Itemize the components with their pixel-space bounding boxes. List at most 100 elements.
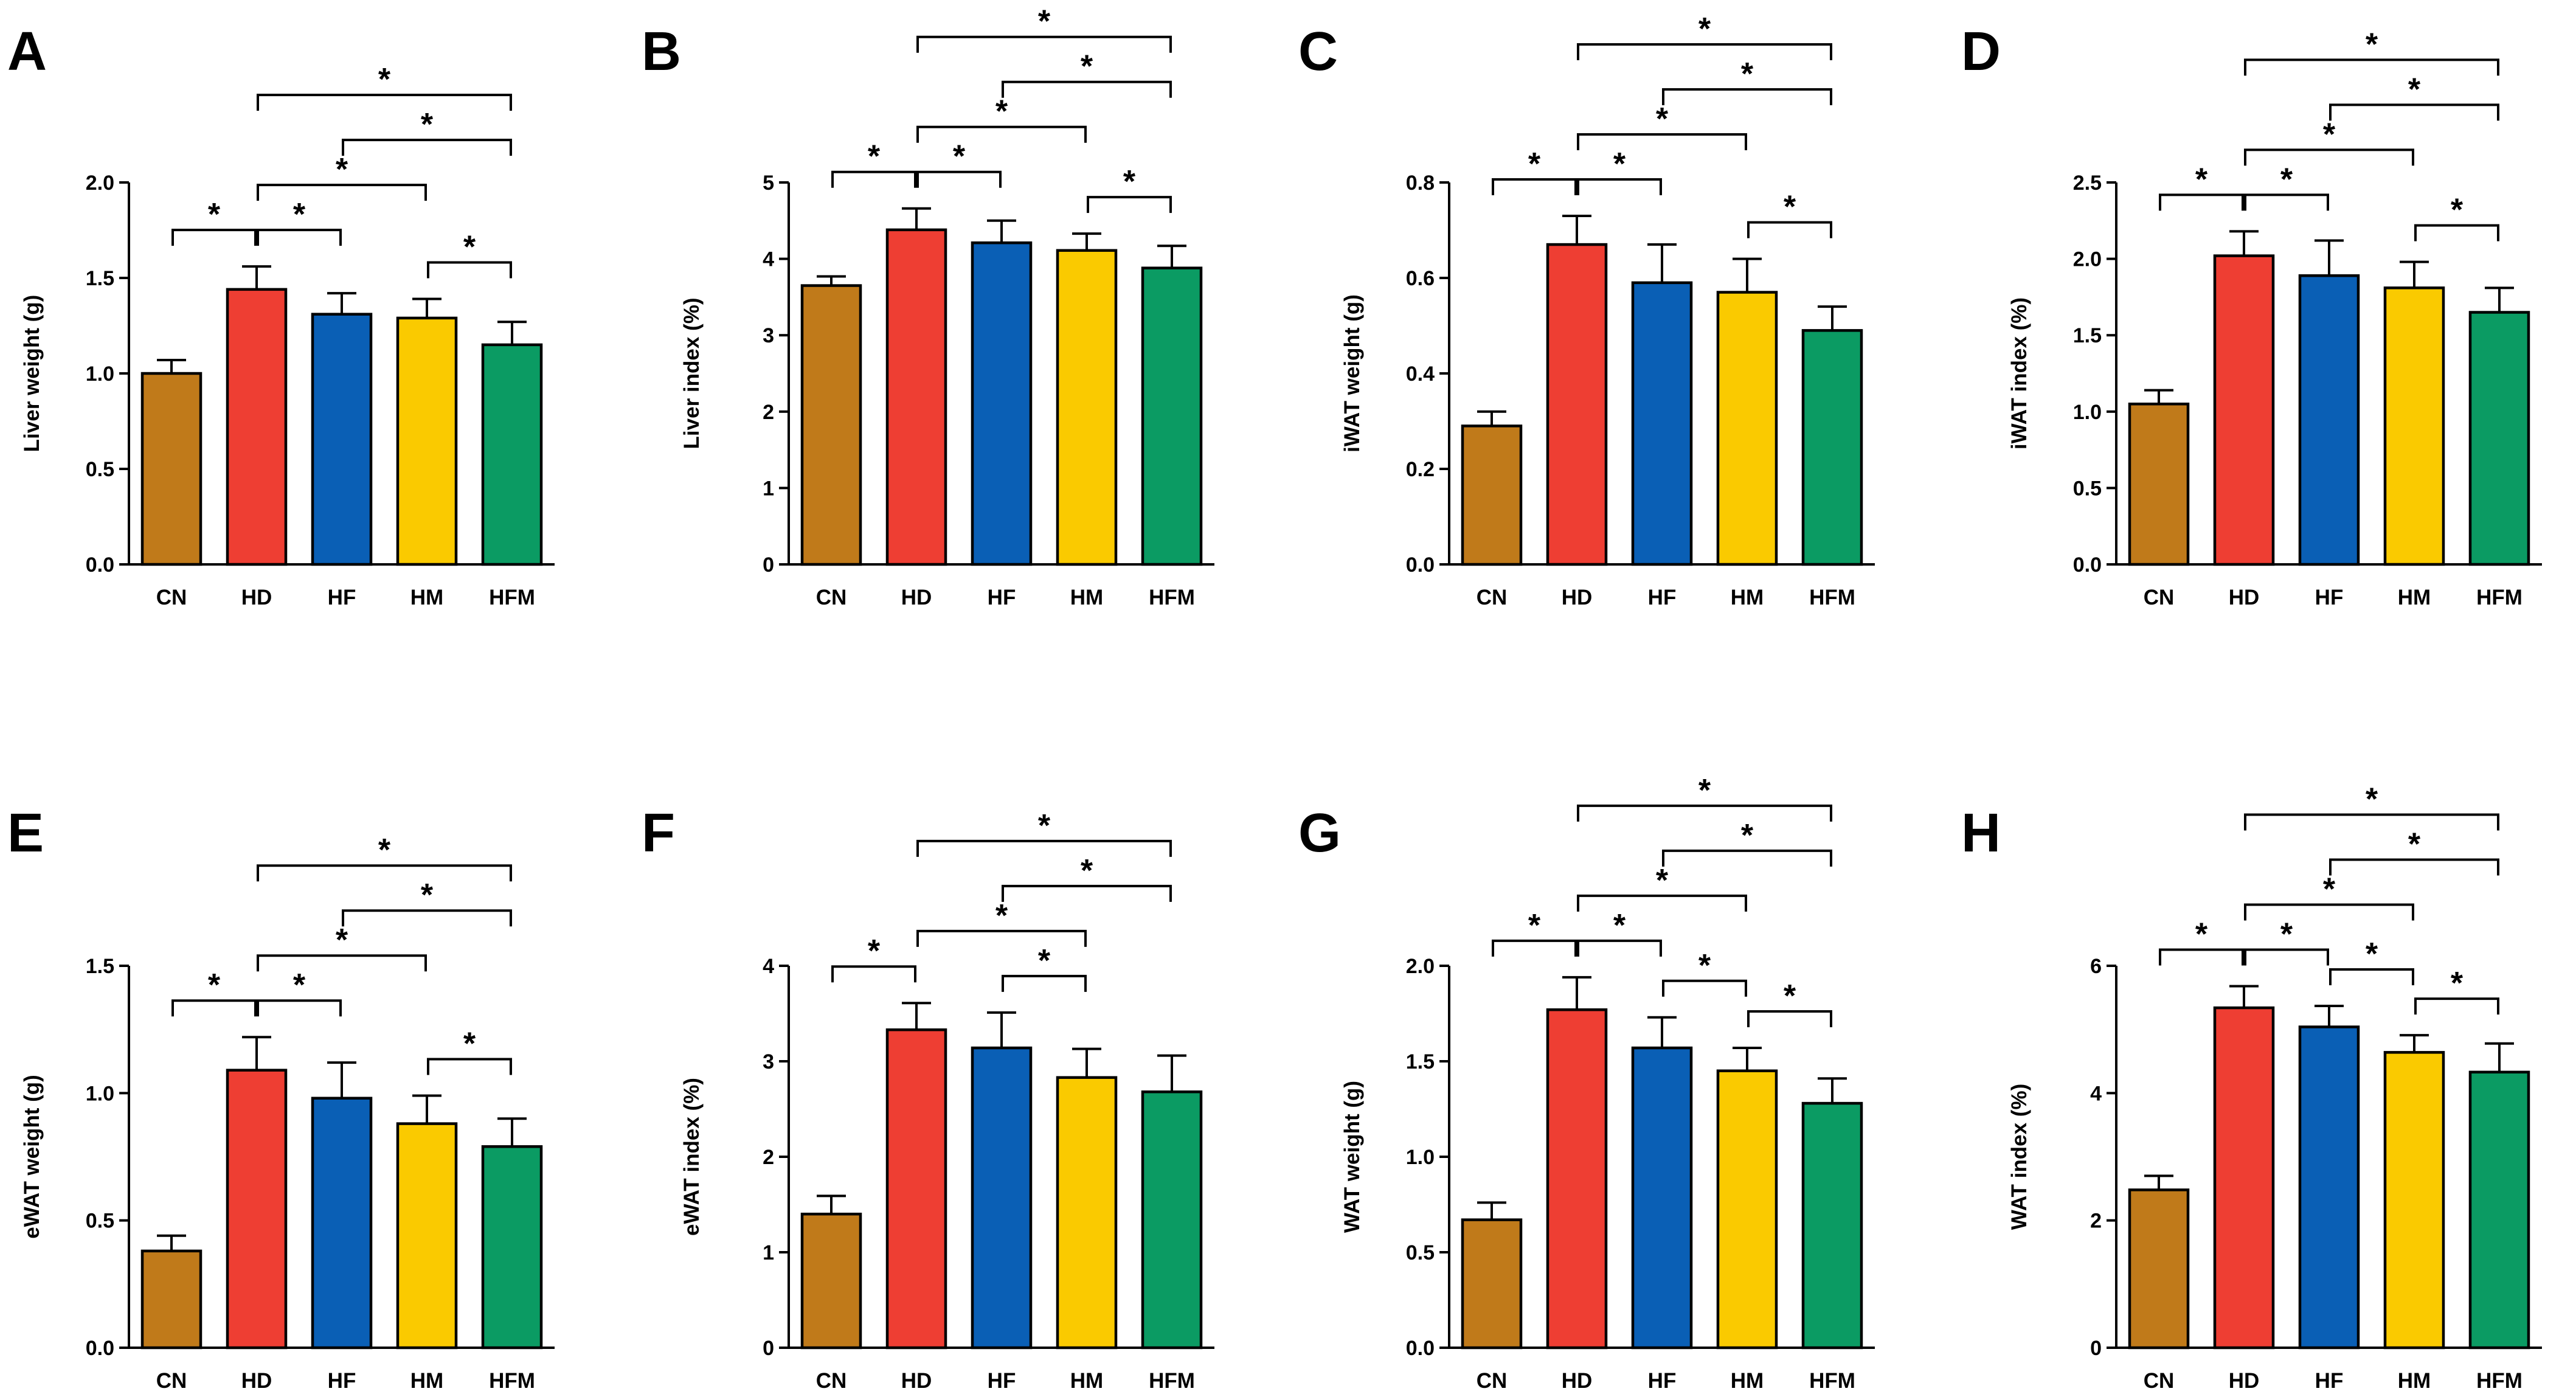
y-tick-label: 3	[763, 324, 774, 347]
x-category-label: HD	[2229, 1369, 2260, 1393]
significance-star: *	[995, 898, 1008, 934]
significance-star: *	[378, 833, 391, 868]
x-category-label: HFM	[489, 1369, 535, 1393]
y-tick-label: 1.0	[1406, 1146, 1435, 1169]
y-tick-label: 2.0	[1406, 955, 1435, 978]
significance-star: *	[1784, 190, 1796, 225]
x-category-label: HFM	[2476, 1369, 2522, 1393]
y-tick-label: 1.5	[86, 955, 114, 978]
y-tick-label: 2.5	[2073, 172, 2102, 195]
significance-star: *	[995, 94, 1008, 130]
significance-bracket	[342, 909, 512, 927]
bar-cn	[800, 284, 862, 566]
significance-bracket	[257, 999, 342, 1017]
significance-bracket	[2244, 813, 2499, 831]
significance-bracket	[257, 184, 427, 201]
panel-letter: F	[642, 803, 675, 864]
bar-hm	[1716, 291, 1778, 566]
x-category-label: HM	[1070, 586, 1103, 609]
panel-d: D 0.0 0.5 1.0 1.5 2.0 2.5 iWAT index (%) CN HD HF H…	[1961, 21, 2542, 609]
bar-hd	[2213, 254, 2275, 566]
x-category-label: CN	[2144, 1369, 2175, 1393]
y-tick-label: 1.0	[86, 362, 114, 386]
significance-star: *	[2408, 72, 2421, 107]
panel-f: F 0 1 2 3 4 eWAT index (%) CN HD HF HM HFM * * * * *	[642, 803, 1214, 1393]
x-category-label: HM	[410, 1369, 443, 1393]
x-category-label: HF	[988, 1369, 1016, 1393]
significance-star: *	[2323, 872, 2336, 907]
significance-bracket	[1747, 221, 1832, 238]
bar-hm	[396, 1122, 458, 1350]
panel-letter: G	[1298, 803, 1341, 864]
panel-letter: H	[1961, 803, 2001, 864]
significance-bracket	[171, 229, 257, 246]
bar-hm	[2383, 1051, 2445, 1350]
y-tick-label: 0.8	[1406, 172, 1435, 195]
significance-bracket	[2329, 103, 2499, 121]
bar-hd	[226, 288, 288, 566]
bar-hm	[2383, 286, 2445, 566]
bar-hd	[226, 1069, 288, 1350]
bar-hm	[1056, 1076, 1118, 1350]
bar-hf	[971, 241, 1033, 566]
y-tick-label: 4	[763, 248, 774, 271]
bar-hd	[1546, 1008, 1608, 1350]
x-category-label: HFM	[1149, 1369, 1195, 1393]
significance-star: *	[868, 934, 881, 969]
significance-bracket	[1002, 80, 1172, 98]
y-tick-label: 2	[763, 401, 774, 424]
bar-hd	[885, 1028, 947, 1350]
x-category-label: HM	[1070, 1369, 1103, 1393]
bar-hd	[885, 228, 947, 566]
significance-bracket	[916, 170, 1002, 188]
x-category-label: HD	[901, 586, 932, 609]
significance-bracket	[427, 261, 512, 279]
significance-star: *	[1741, 818, 1754, 853]
significance-star: *	[2323, 117, 2336, 152]
significance-star: *	[953, 139, 966, 175]
significance-bracket	[2244, 903, 2414, 921]
significance-bracket	[1747, 1010, 1832, 1028]
bar-cn	[800, 1212, 862, 1350]
significance-bracket	[1002, 974, 1087, 992]
y-tick-label: 0.0	[86, 1337, 114, 1360]
significance-bracket	[2329, 858, 2499, 876]
x-category-label: HM	[1731, 586, 1764, 609]
y-tick-label: 2.0	[86, 172, 114, 195]
significance-bracket	[2244, 948, 2329, 966]
significance-bracket	[831, 170, 916, 188]
significance-star: *	[2451, 193, 2463, 228]
x-category-label: CN	[2144, 586, 2175, 609]
x-category-label: CN	[1477, 586, 1508, 609]
significance-bracket	[916, 125, 1087, 143]
x-category-label: HFM	[1149, 586, 1195, 609]
bar-hf	[1631, 1046, 1693, 1350]
y-tick-label: 0.5	[2073, 477, 2102, 500]
y-tick-label: 1.5	[1406, 1050, 1435, 1073]
significance-bracket	[916, 929, 1087, 947]
bar-cn	[2128, 1188, 2190, 1350]
y-tick-label: 0.5	[86, 458, 114, 481]
panel-a: A 0.0 0.5 1.0 1.5 2.0 Liver weight (g) CN HD HF HM…	[7, 21, 555, 609]
y-axis-title: iWAT index (%)	[2007, 297, 2031, 449]
significance-bracket	[916, 839, 1172, 857]
bar-hfm	[481, 343, 543, 566]
significance-bracket	[1087, 196, 1172, 213]
x-category-label: HD	[1562, 1369, 1593, 1393]
bar-hfm	[1141, 266, 1203, 566]
x-category-label: HF	[328, 1369, 356, 1393]
significance-bracket	[1662, 849, 1832, 867]
y-axis-title: Liver index (%)	[680, 298, 704, 449]
significance-bracket	[2159, 948, 2244, 966]
y-tick-label: 0	[2090, 1337, 2102, 1360]
y-axis-title: WAT weight (g)	[1340, 1081, 1364, 1233]
bar-cn	[2128, 402, 2190, 566]
y-axis-title: eWAT index (%)	[680, 1078, 704, 1236]
significance-star: *	[1613, 908, 1626, 943]
significance-bracket	[257, 864, 512, 882]
significance-bracket	[2414, 997, 2499, 1015]
significance-bracket	[257, 229, 342, 246]
y-tick-label: 0	[763, 553, 774, 577]
x-category-label: CN	[156, 1369, 187, 1393]
bar-hd	[2213, 1006, 2275, 1350]
